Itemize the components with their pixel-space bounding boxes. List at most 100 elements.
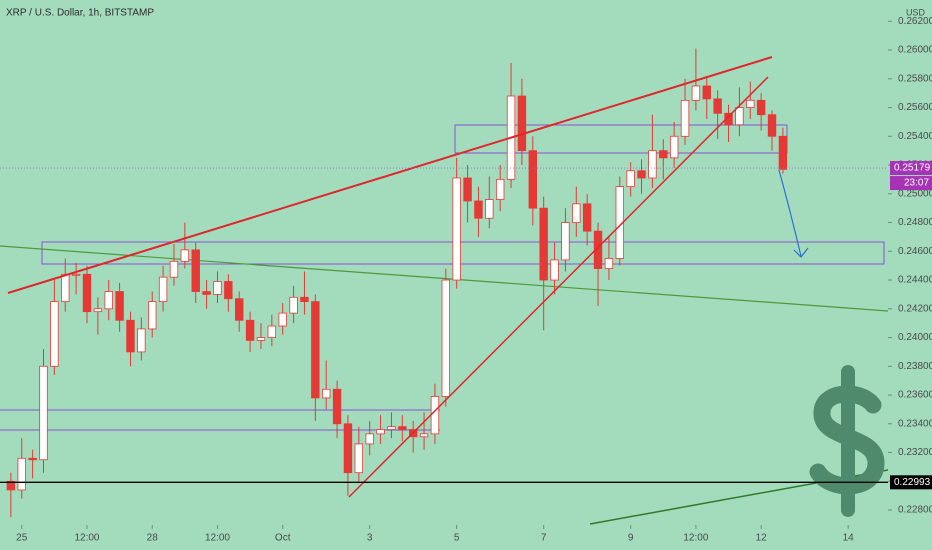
x-tick-label: 3 — [367, 533, 373, 544]
candle-body — [680, 99, 690, 137]
x-tick-label: 14 — [843, 533, 855, 544]
candle-body — [169, 260, 179, 278]
candle-body — [550, 259, 559, 281]
y-tick-label: 0.25600 — [898, 102, 932, 113]
candle-body — [148, 301, 157, 330]
candle-body — [17, 457, 26, 491]
candle-body — [593, 230, 603, 269]
x-tick-label: 9 — [628, 533, 634, 544]
candle-body — [767, 114, 777, 137]
y-tick-label: 0.23200 — [898, 447, 932, 458]
y-tick-label: 0.26200 — [898, 16, 932, 27]
y-tick-label: 0.24800 — [898, 217, 932, 228]
candle-body — [82, 273, 92, 313]
candle-body — [354, 443, 364, 474]
x-tick-label: Oct — [275, 533, 291, 544]
candle-body — [495, 179, 505, 200]
trend-line — [348, 76, 769, 498]
candle-body — [485, 199, 494, 219]
candle-body — [202, 291, 211, 295]
x-tick-label: 5 — [454, 533, 460, 544]
candle-body — [311, 301, 320, 399]
candle-body — [746, 99, 755, 108]
zone-box — [41, 241, 885, 265]
y-tick-label: 0.23800 — [898, 361, 932, 372]
candle-body — [441, 279, 451, 397]
candle-body — [604, 258, 614, 269]
candle-body — [321, 388, 331, 399]
candle-body — [561, 222, 570, 261]
candle-body — [224, 281, 233, 300]
y-tick-label: 0.22800 — [898, 505, 932, 516]
candle-body — [71, 273, 81, 276]
candle-body — [376, 429, 385, 435]
candle-body — [93, 308, 103, 313]
candle-body — [332, 388, 342, 425]
candle-body — [126, 319, 135, 353]
candle-body — [61, 273, 70, 303]
candle-body — [50, 301, 59, 367]
y-tick-label: 0.24600 — [898, 246, 932, 257]
candle-body — [669, 135, 679, 159]
candle-body — [419, 433, 429, 438]
candle-body — [387, 426, 396, 430]
candle-body — [235, 298, 244, 321]
axis-unit: USD — [906, 7, 926, 17]
countdown-label: 23:07 — [904, 178, 929, 189]
y-tick-label: 0.26000 — [898, 45, 932, 56]
overlay — [7, 56, 885, 517]
arrow-head — [793, 247, 809, 258]
y-tick-label: 0.23400 — [898, 418, 932, 429]
y-tick-label: 0.23600 — [898, 390, 932, 401]
marked-price-label: 0.22993 — [894, 477, 931, 488]
candle-body — [213, 281, 222, 295]
candle-body — [104, 291, 113, 310]
candle-body — [115, 291, 124, 321]
y-tick-label: 0.24000 — [898, 332, 932, 343]
y-tick-label: 0.24400 — [898, 275, 932, 286]
candle-body — [6, 480, 16, 491]
candle-body — [245, 319, 255, 341]
candle-body — [191, 249, 200, 292]
candle-body — [648, 150, 657, 179]
candle-body — [463, 177, 472, 202]
x-tick-label: 7 — [541, 533, 547, 544]
x-tick-label: 12:00 — [74, 533, 99, 544]
candle-body — [702, 85, 711, 100]
candle-body — [39, 365, 48, 461]
candle-body — [582, 203, 592, 232]
candle-body — [278, 312, 287, 327]
candle-body — [778, 135, 788, 170]
y-tick-label: 0.24200 — [898, 303, 932, 314]
candle-body — [267, 325, 277, 338]
candle-body — [180, 249, 190, 262]
candle-body — [756, 99, 766, 116]
candle-body — [343, 423, 353, 474]
x-tick-label: 25 — [16, 533, 28, 544]
y-tick-label: 0.25800 — [898, 73, 932, 84]
trend-line — [0, 245, 889, 312]
candle-body — [637, 170, 646, 179]
candle-body — [430, 396, 440, 435]
candle-body — [158, 276, 168, 303]
x-tick-label: 12:00 — [683, 533, 708, 544]
candle-body — [256, 337, 266, 341]
dollar-icon — [809, 365, 885, 517]
chart-title: XRP / U.S. Dollar, 1h, BITSTAMP — [6, 8, 154, 19]
last-price-label: 0.25179 — [894, 163, 931, 174]
candle-body — [28, 457, 37, 461]
y-tick-label: 0.25400 — [898, 131, 932, 142]
candle-body — [452, 177, 461, 281]
projection-arrow — [778, 169, 802, 257]
candle-body — [539, 207, 548, 281]
candle-body — [474, 200, 483, 219]
candle-body — [626, 170, 635, 187]
x-tick-label: 12:00 — [205, 533, 230, 544]
candles — [6, 48, 788, 518]
candle-body — [572, 203, 581, 223]
candle-body — [724, 112, 733, 126]
candle-body — [691, 85, 701, 101]
candle-body — [289, 296, 298, 314]
x-tick-label: 12 — [756, 533, 768, 544]
